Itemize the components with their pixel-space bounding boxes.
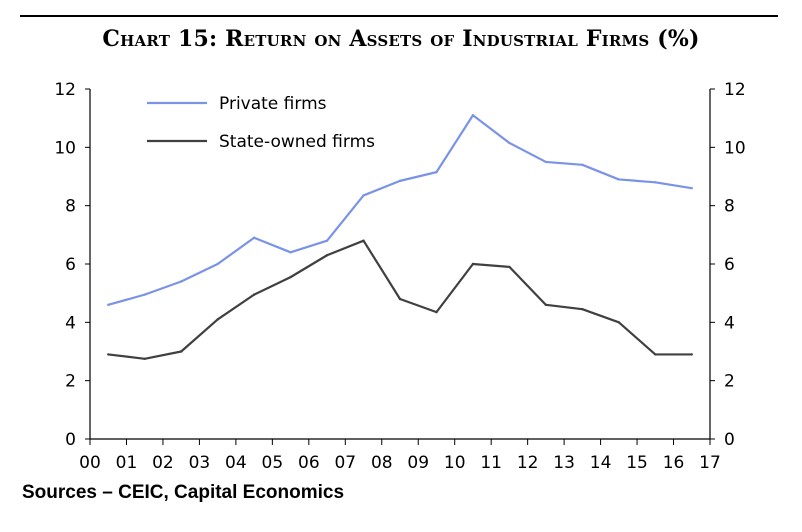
data-point <box>325 254 329 257</box>
data-point <box>435 310 438 314</box>
data-point <box>289 275 292 279</box>
data-point <box>325 239 329 242</box>
legend-label: Private firms <box>219 94 327 114</box>
data-point <box>617 178 621 181</box>
x-tick-label: 05 <box>262 453 284 473</box>
left-y-tick-label: 12 <box>54 80 76 100</box>
data-point <box>362 194 365 197</box>
data-point <box>107 353 110 356</box>
data-point <box>544 160 548 164</box>
data-point <box>289 251 292 254</box>
left-y-tick-label: 0 <box>65 430 76 450</box>
x-tick-label: 07 <box>334 453 356 473</box>
x-tick-label: 04 <box>225 453 247 473</box>
data-point <box>508 141 511 145</box>
x-tick-label: 08 <box>371 453 393 473</box>
x-tick-label: 16 <box>663 453 685 473</box>
left-y-tick-label: 4 <box>65 313 76 333</box>
x-tick-label: 00 <box>79 453 101 473</box>
data-point <box>581 308 584 311</box>
right-y-tick-label: 4 <box>724 313 735 333</box>
right-y-tick-label: 2 <box>724 372 735 392</box>
right-y-tick-label: 12 <box>724 80 746 100</box>
left-y-tick-label: 2 <box>65 372 76 392</box>
data-point <box>252 236 256 239</box>
right-y-tick-label: 8 <box>724 197 735 217</box>
data-point <box>690 186 693 190</box>
data-point <box>654 353 657 356</box>
x-tick-label: 17 <box>699 453 721 473</box>
data-point <box>216 262 219 266</box>
x-tick-label: 11 <box>480 453 502 473</box>
x-tick-label: 09 <box>407 453 429 473</box>
x-tick-label: 12 <box>517 453 539 473</box>
data-point <box>471 262 475 266</box>
data-point <box>143 293 146 296</box>
x-tick-label: 14 <box>590 453 612 473</box>
chart-title: Chart 15: Return on Assets of Industrial… <box>102 26 700 52</box>
legend-label: State-owned firms <box>219 132 375 152</box>
x-tick-label: 02 <box>152 453 174 473</box>
right-y-tick-label: 0 <box>724 430 735 450</box>
left-y-tick-label: 10 <box>54 138 76 158</box>
x-tick-label: 01 <box>116 453 138 473</box>
data-point <box>179 350 183 353</box>
data-point <box>216 318 219 321</box>
x-tick-label: 13 <box>553 453 575 473</box>
top-rule <box>20 15 778 17</box>
x-tick-label: 15 <box>626 453 648 473</box>
x-tick-label: 03 <box>189 453 211 473</box>
data-point <box>435 170 438 174</box>
data-point <box>107 303 110 307</box>
data-point <box>617 321 621 324</box>
series-line-private-firms <box>107 114 692 306</box>
data-point <box>362 239 365 242</box>
right-y-tick-label: 10 <box>724 138 746 158</box>
data-point <box>654 181 657 184</box>
left-y-tick-label: 8 <box>65 197 76 217</box>
data-point <box>252 293 256 296</box>
sources-note: Sources – CEIC, Capital Economics <box>22 482 345 503</box>
data-point <box>508 265 511 269</box>
data-point <box>398 179 402 183</box>
data-point <box>398 297 402 301</box>
data-point <box>471 114 475 117</box>
data-point <box>544 303 548 307</box>
data-point <box>179 280 183 283</box>
right-y-tick-label: 6 <box>724 255 735 275</box>
x-tick-label: 10 <box>444 453 466 473</box>
x-tick-label: 06 <box>298 453 320 473</box>
data-point <box>581 163 584 167</box>
data-point <box>690 353 693 356</box>
left-y-tick-label: 6 <box>65 255 76 275</box>
data-point <box>143 357 146 360</box>
